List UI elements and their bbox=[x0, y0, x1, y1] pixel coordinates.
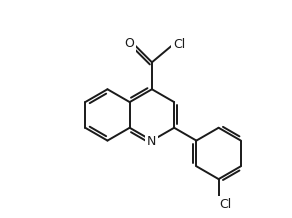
Text: Cl: Cl bbox=[173, 39, 186, 51]
Text: Cl: Cl bbox=[219, 198, 232, 211]
Text: N: N bbox=[147, 135, 157, 148]
Text: O: O bbox=[124, 37, 134, 50]
